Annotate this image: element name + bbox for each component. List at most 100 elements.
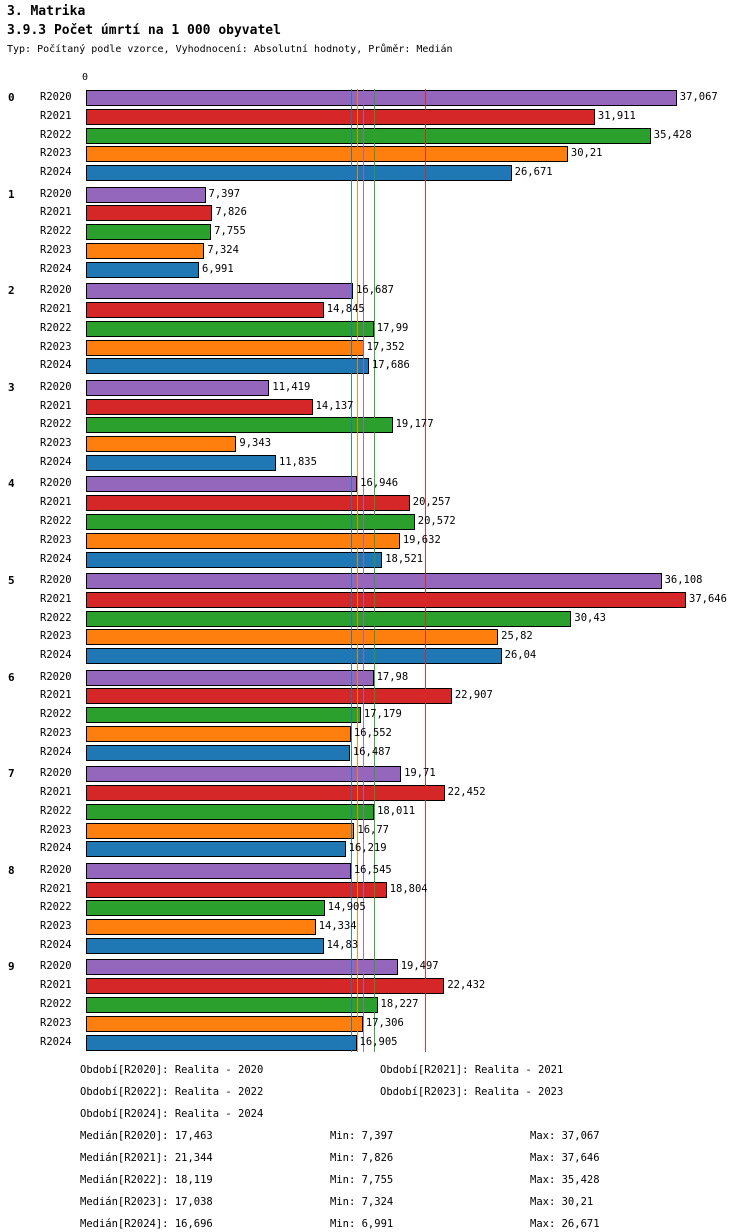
series-label-r2020: R2020 bbox=[40, 284, 72, 297]
bar-5-r2021[interactable] bbox=[86, 591, 686, 608]
bar-value-label: 37,067 bbox=[679, 91, 718, 103]
median-stat: Medián[R2020]: 17,463 bbox=[80, 1130, 213, 1142]
bar-value-label: 17,306 bbox=[365, 1016, 404, 1029]
bar-value-label: 19,71 bbox=[404, 767, 436, 780]
bar-9-r2020[interactable] bbox=[86, 959, 398, 976]
group-label-2: 2 bbox=[8, 284, 15, 298]
bar-2-r2022[interactable] bbox=[86, 320, 374, 337]
median-line-r2020 bbox=[363, 89, 365, 1053]
bar-3-r2022[interactable] bbox=[86, 417, 393, 434]
bar-value-label: 11,835 bbox=[278, 456, 317, 468]
bar-value-label: 17,99 bbox=[376, 321, 409, 334]
bar-5-r2022[interactable] bbox=[86, 610, 572, 627]
bar-2-r2024[interactable] bbox=[86, 358, 369, 375]
series-label-r2024: R2024 bbox=[40, 649, 72, 662]
bar-4-r2023[interactable] bbox=[86, 532, 400, 549]
bar-value-label: 14,905 bbox=[327, 901, 366, 914]
bar-0-r2020[interactable] bbox=[86, 90, 677, 106]
bar-7-r2023[interactable] bbox=[86, 822, 355, 839]
bar-1-r2024[interactable] bbox=[86, 261, 200, 278]
bar-2-r2023[interactable] bbox=[86, 339, 364, 356]
bar-0-r2021[interactable] bbox=[86, 108, 595, 125]
bar-4-r2020[interactable] bbox=[86, 476, 358, 493]
bar-value-label: 22,452 bbox=[447, 786, 486, 798]
max-stat: Max: 35,428 bbox=[530, 1174, 600, 1186]
bar-7-r2022[interactable] bbox=[86, 803, 375, 820]
bar-value-label: 18,227 bbox=[380, 998, 419, 1010]
bar-1-r2023[interactable] bbox=[86, 243, 205, 259]
series-label-r2023: R2023 bbox=[40, 147, 72, 160]
bar-5-r2023[interactable] bbox=[86, 629, 499, 646]
bar-8-r2020[interactable] bbox=[86, 862, 351, 879]
bar-6-r2020[interactable] bbox=[86, 669, 374, 686]
bar-value-label: 25,82 bbox=[501, 630, 533, 643]
bar-0-r2022[interactable] bbox=[86, 127, 651, 144]
bar-7-r2021[interactable] bbox=[86, 785, 445, 801]
bar-6-r2021[interactable] bbox=[86, 688, 452, 705]
series-label-r2020: R2020 bbox=[40, 670, 72, 683]
series-label-r2021: R2021 bbox=[40, 496, 72, 509]
bar-3-r2023[interactable] bbox=[86, 436, 237, 453]
page-title: 3. Matrika bbox=[7, 4, 86, 19]
bar-8-r2021[interactable] bbox=[86, 881, 387, 898]
bar-4-r2022[interactable] bbox=[86, 514, 415, 530]
bar-value-label: 14,845 bbox=[326, 303, 365, 315]
bar-value-label: 36,108 bbox=[664, 574, 703, 586]
bar-2-r2021[interactable] bbox=[86, 302, 324, 318]
median-line-r2023 bbox=[356, 89, 358, 1053]
bar-7-r2024[interactable] bbox=[86, 841, 346, 858]
median-line-r2022 bbox=[373, 89, 375, 1053]
min-stat: Min: 7,324 bbox=[330, 1196, 394, 1208]
chart-subtitle: 3.9.3 Počet úmrtí na 1 000 obyvatel bbox=[7, 23, 281, 38]
bar-value-label: 19,632 bbox=[402, 533, 441, 546]
bar-value-label: 19,177 bbox=[395, 418, 434, 431]
series-label-r2021: R2021 bbox=[40, 689, 72, 702]
bar-1-r2020[interactable] bbox=[86, 186, 206, 203]
bar-9-r2022[interactable] bbox=[86, 997, 378, 1013]
bar-9-r2024[interactable] bbox=[86, 1034, 357, 1051]
bar-4-r2024[interactable] bbox=[86, 551, 383, 568]
bar-6-r2022[interactable] bbox=[86, 707, 361, 724]
series-label-r2023: R2023 bbox=[40, 630, 72, 643]
series-label-r2021: R2021 bbox=[40, 786, 72, 798]
series-label-r2020: R2020 bbox=[40, 574, 72, 586]
series-label-r2023: R2023 bbox=[40, 340, 72, 353]
series-label-r2024: R2024 bbox=[40, 1035, 72, 1048]
bar-3-r2021[interactable] bbox=[86, 398, 313, 415]
bar-7-r2020[interactable] bbox=[86, 766, 402, 783]
median-line-r2024 bbox=[351, 89, 353, 1053]
bar-8-r2022[interactable] bbox=[86, 900, 325, 917]
series-label-r2022: R2022 bbox=[40, 901, 72, 914]
series-label-r2024: R2024 bbox=[40, 939, 72, 951]
bar-value-label: 22,907 bbox=[454, 689, 493, 702]
group-label-5: 5 bbox=[8, 574, 15, 587]
bar-9-r2021[interactable] bbox=[86, 978, 445, 995]
bar-value-label: 16,552 bbox=[353, 727, 392, 739]
bar-5-r2024[interactable] bbox=[86, 648, 502, 665]
bar-8-r2023[interactable] bbox=[86, 919, 316, 936]
series-label-r2024: R2024 bbox=[40, 456, 72, 468]
series-label-r2022: R2022 bbox=[40, 515, 72, 527]
median-line-r2021 bbox=[425, 89, 427, 1053]
bar-value-label: 16,905 bbox=[359, 1035, 398, 1048]
series-label-r2022: R2022 bbox=[40, 804, 72, 817]
bar-1-r2022[interactable] bbox=[86, 224, 212, 241]
bar-6-r2024[interactable] bbox=[86, 744, 350, 761]
bar-9-r2023[interactable] bbox=[86, 1015, 363, 1032]
bar-5-r2020[interactable] bbox=[86, 573, 662, 589]
bar-3-r2020[interactable] bbox=[86, 379, 270, 396]
series-label-r2023: R2023 bbox=[40, 920, 72, 933]
bar-0-r2023[interactable] bbox=[86, 146, 568, 163]
bar-value-label: 35,428 bbox=[653, 128, 692, 141]
series-label-r2022: R2022 bbox=[40, 128, 72, 141]
series-label-r2024: R2024 bbox=[40, 359, 72, 372]
min-stat: Min: 7,826 bbox=[330, 1152, 394, 1164]
bar-4-r2021[interactable] bbox=[86, 495, 410, 512]
bar-8-r2024[interactable] bbox=[86, 938, 324, 954]
bar-3-r2024[interactable] bbox=[86, 455, 276, 471]
bar-1-r2021[interactable] bbox=[86, 205, 213, 222]
bar-2-r2020[interactable] bbox=[86, 283, 354, 300]
series-label-r2024: R2024 bbox=[40, 745, 72, 758]
bar-6-r2023[interactable] bbox=[86, 726, 351, 742]
bar-0-r2024[interactable] bbox=[86, 165, 512, 182]
